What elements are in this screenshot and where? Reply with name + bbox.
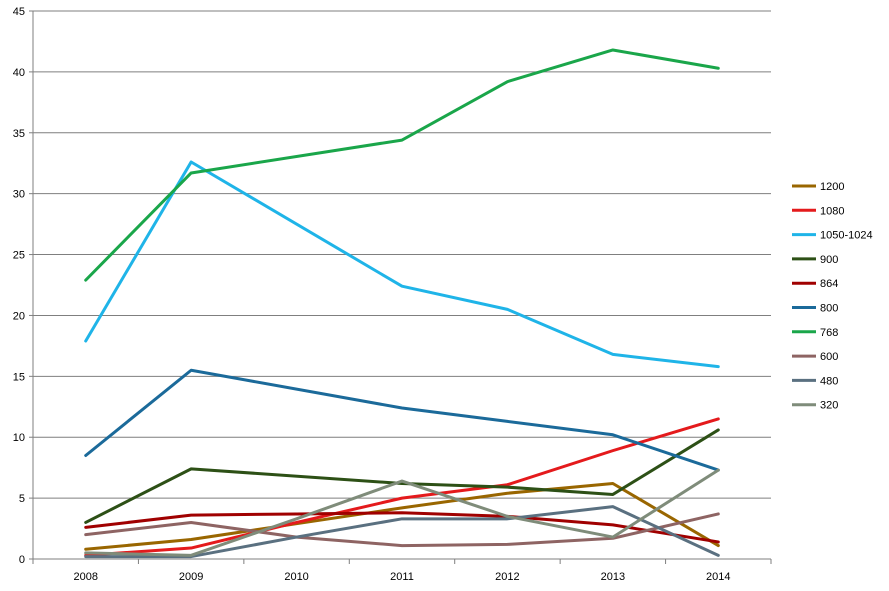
legend-item: 1080 bbox=[792, 205, 844, 217]
legend-label: 600 bbox=[820, 351, 838, 363]
x-tick-label: 2011 bbox=[390, 571, 414, 583]
legend-item: 320 bbox=[792, 400, 838, 412]
y-tick-label: 0 bbox=[19, 554, 25, 566]
legend-label: 320 bbox=[820, 400, 838, 412]
series-line-864 bbox=[84, 511, 720, 544]
x-tick-label: 2010 bbox=[284, 571, 308, 583]
legend-label: 864 bbox=[820, 278, 838, 290]
y-tick-label: 5 bbox=[19, 493, 25, 505]
x-tick-label: 2009 bbox=[179, 571, 203, 583]
y-tick-label: 40 bbox=[13, 67, 25, 79]
x-tick-label: 2013 bbox=[601, 571, 625, 583]
x-tick-label: 2014 bbox=[706, 571, 730, 583]
y-tick-label: 10 bbox=[13, 432, 25, 444]
x-tick-label: 2008 bbox=[73, 571, 97, 583]
legend-label: 1080 bbox=[820, 205, 844, 217]
legend-item: 768 bbox=[792, 327, 838, 339]
y-tick-label: 30 bbox=[13, 189, 25, 201]
legend-label: 768 bbox=[820, 327, 838, 339]
y-tick-label: 25 bbox=[13, 250, 25, 262]
series-line-1050-1024 bbox=[84, 160, 720, 369]
legend: 1200 1080 1050-1024 900 864 800 768 600 480 320 bbox=[792, 181, 873, 412]
legend-item: 1200 bbox=[792, 181, 844, 193]
legend-item: 900 bbox=[792, 254, 838, 266]
legend-item: 480 bbox=[792, 375, 838, 387]
series-line-800 bbox=[84, 368, 720, 472]
series-line-768 bbox=[84, 48, 720, 282]
y-axis-tick-labels: 0 5 10 15 20 25 30 35 40 45 bbox=[13, 6, 25, 566]
series-line-900 bbox=[84, 428, 720, 524]
axes bbox=[32, 11, 771, 560]
series-line-1080 bbox=[84, 417, 720, 557]
legend-label: 800 bbox=[820, 303, 838, 315]
y-tick-label: 20 bbox=[13, 310, 25, 322]
series-line-320 bbox=[84, 468, 720, 557]
x-axis-tick-labels: 2008 2009 2010 2011 2012 2013 2014 bbox=[32, 559, 772, 583]
legend-label: 480 bbox=[820, 375, 838, 387]
legend-item: 1050-1024 bbox=[792, 230, 873, 242]
legend-label: 900 bbox=[820, 254, 838, 266]
series-line-1200 bbox=[84, 481, 720, 551]
y-tick-label: 45 bbox=[13, 6, 25, 18]
legend-item: 800 bbox=[792, 303, 838, 315]
y-tick-label: 15 bbox=[13, 371, 25, 383]
legend-label: 1200 bbox=[820, 181, 844, 193]
legend-item: 600 bbox=[792, 351, 838, 363]
grid-lines bbox=[29, 10, 771, 560]
legend-label: 1050-1024 bbox=[820, 230, 873, 242]
legend-item: 864 bbox=[792, 278, 838, 290]
series-lines bbox=[84, 48, 720, 559]
y-tick-label: 35 bbox=[13, 128, 25, 140]
x-tick-label: 2012 bbox=[495, 571, 519, 583]
